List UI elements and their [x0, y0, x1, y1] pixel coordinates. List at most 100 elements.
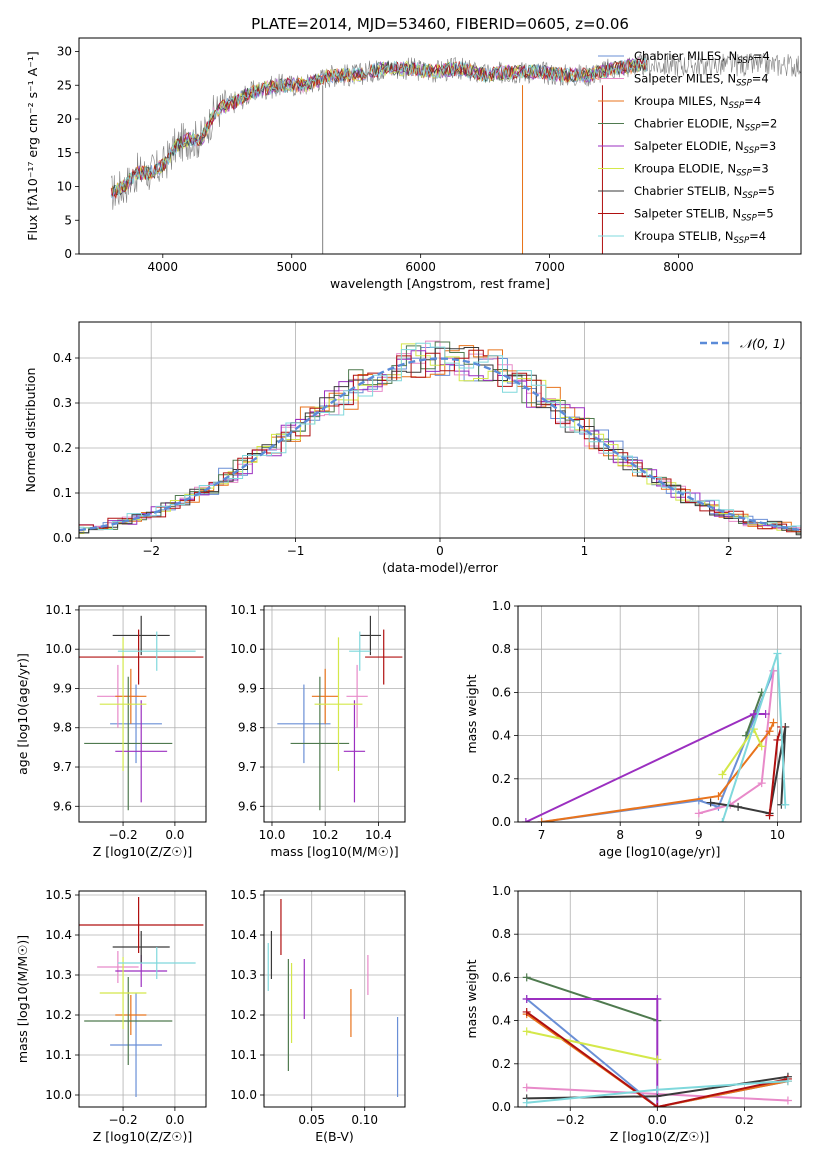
weight-marker	[749, 710, 758, 718]
y-tick-label: 0.4	[492, 729, 511, 743]
error-bar-point	[115, 668, 147, 724]
y-tick-label: 10.3	[45, 968, 72, 982]
x-tick-label: 0.0	[165, 1113, 184, 1127]
y-tick-label: 9.7	[238, 760, 257, 774]
weight-marker	[522, 973, 531, 982]
x-tick-label: 0.10	[351, 1113, 378, 1127]
panel-residuals: −2 −1 0 1 2 0.0 0.1 0.2 0.3 0.4 (data-model)/error…	[23, 321, 802, 575]
weight-series	[541, 722, 775, 822]
error-bar-point	[115, 700, 168, 803]
error-bar-point	[84, 977, 173, 1065]
error-bar-point	[79, 629, 204, 685]
axes-frame	[78, 321, 802, 539]
legend-subscript: SSP	[734, 236, 750, 246]
error-bar-point	[117, 631, 196, 671]
legend-value: =3	[759, 139, 776, 153]
x-axis-label: (data-model)/error	[382, 560, 499, 575]
weight-lines	[522, 973, 792, 1107]
legend-label: Salpeter STELIB, NSSP=5	[634, 207, 774, 224]
weight-marker	[783, 1096, 792, 1105]
legend-value: =2	[760, 117, 777, 131]
x-tick-label: 0.2	[735, 1113, 754, 1127]
axes-frame	[517, 605, 802, 823]
legend-label: Kroupa STELIB, NSSP=4	[634, 229, 766, 246]
legend-label: 𝒩(0, 1)	[740, 336, 786, 351]
x-tick-label: 10.4	[365, 828, 392, 842]
weight-marker	[521, 818, 530, 822]
weight-series	[526, 1030, 658, 1061]
y-tick-label: 10.0	[45, 642, 72, 656]
model-spectrum	[110, 57, 647, 201]
error-bar-point	[117, 947, 196, 979]
weight-marker	[706, 798, 715, 807]
panel-mass-weight-vs-Z: −0.2 0.0 0.2 0.0 0.2 0.4 0.6 0.8 1.0 Z [log10(Z/Z…	[464, 884, 802, 1144]
y-tick-label: 10.2	[45, 1008, 72, 1022]
x-tick-label: 7000	[534, 260, 565, 274]
y-axis-label: mass weight	[464, 674, 479, 753]
panel-mass-vs-EBV: 0.05 0.10 10.0 10.1 10.2 10.3 10.4 10.5 E(B-V)	[230, 888, 406, 1144]
y-tick-label: 10.3	[230, 968, 257, 982]
weight-marker	[694, 809, 703, 818]
legend-subscript: SSP	[741, 214, 757, 224]
normal-curve	[79, 357, 801, 532]
error-bar-point	[343, 700, 366, 803]
weight-marker	[765, 727, 774, 736]
y-axis-label: mass [log10(M/M☉)]	[15, 935, 30, 1063]
y-tick-label: 25	[57, 78, 72, 92]
histograms	[79, 340, 801, 536]
weight-series	[526, 1013, 789, 1107]
axes-frame	[263, 890, 406, 1108]
weight-marker	[765, 811, 774, 820]
legend-value: =5	[758, 184, 775, 198]
y-tick-label: 9.6	[53, 799, 72, 813]
panel-mass-weight-vs-age: 7 8 9 10 0.0 0.2 0.4 0.6 0.8 1.0 age [log10(age/yr…	[464, 599, 802, 859]
panel-age-vs-mass: 10.0 10.2 10.4 9.6 9.7 9.8 9.9 10.0 10.1 mass [lo…	[230, 603, 406, 859]
y-tick-label: 0.2	[53, 441, 72, 455]
y-tick-label: 9.7	[53, 760, 72, 774]
spectrum-lines	[110, 53, 801, 254]
y-tick-label: 10.1	[45, 1048, 72, 1062]
weight-marker	[718, 770, 727, 779]
y-tick-label: 0.0	[492, 815, 511, 829]
legend-label: Kroupa MILES, NSSP=4	[634, 94, 761, 111]
legend-value: =4	[744, 94, 761, 108]
weight-marker	[761, 710, 770, 718]
x-tick-label: 8	[616, 828, 624, 842]
x-tick-label: −0.2	[108, 828, 137, 842]
y-tick-label: 5	[64, 213, 72, 227]
error-bar-point	[314, 637, 363, 771]
x-tick-label: 0	[436, 544, 444, 558]
y-tick-label: 10.1	[230, 603, 257, 617]
x-axis-label: Z [log10(Z/Z☉)]	[93, 1129, 193, 1144]
weight-marker	[714, 792, 723, 801]
weight-marker	[734, 802, 743, 811]
error-bars	[79, 615, 204, 811]
y-tick-label: 10.0	[45, 1088, 72, 1102]
legend-label: Chabrier STELIB, NSSP=5	[634, 184, 775, 201]
panel-mass-vs-Z: −0.2 0.0 10.0 10.1 10.2 10.3 10.4 10.5 Z [log10(…	[15, 888, 207, 1144]
weight-marker	[757, 742, 766, 751]
x-tick-label: 1	[581, 544, 589, 558]
y-tick-label: 0.6	[492, 970, 511, 984]
y-tick-label: 9.9	[238, 681, 257, 695]
weight-marker	[653, 1085, 662, 1094]
y-tick-label: 0.6	[492, 685, 511, 699]
model-spectrum	[110, 59, 647, 200]
y-tick-label: 0.1	[53, 486, 72, 500]
y-tick-label: 1.0	[492, 884, 511, 898]
legend-subscript: SSP	[745, 124, 761, 134]
axes-frame	[263, 605, 406, 823]
error-bar-point	[110, 684, 162, 764]
weight-marker	[653, 995, 662, 1003]
legend-subscript: SSP	[729, 101, 745, 111]
error-bar-point	[97, 951, 139, 983]
legend-subscript: SSP	[742, 191, 758, 201]
weight-marker	[773, 735, 782, 744]
error-bar-point	[277, 684, 331, 764]
y-tick-label: 10.2	[230, 1008, 257, 1022]
error-bar-point	[110, 993, 162, 1097]
x-tick-label: 4000	[148, 260, 179, 274]
x-tick-label: 10.0	[259, 828, 286, 842]
legend-value: =4	[752, 72, 769, 86]
